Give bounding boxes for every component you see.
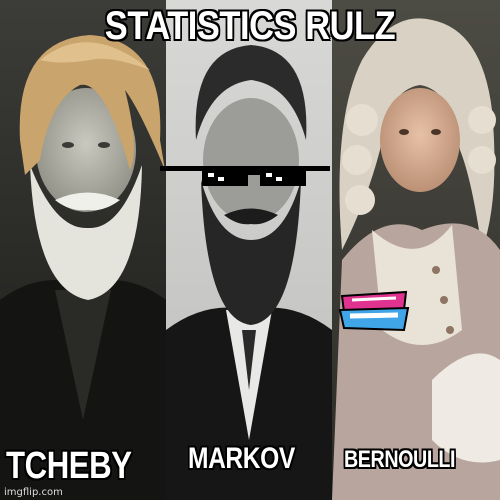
- portrait-panel-tcheby: [0, 0, 166, 500]
- friday-night-funkin-logo: [338, 290, 410, 332]
- caption-bernoulli: BERNOULLI: [344, 446, 456, 473]
- portrait-panel-bernoulli: [332, 0, 500, 500]
- bernoulli-portrait: [332, 0, 500, 500]
- portrait-panel-markov: [166, 0, 332, 500]
- caption-markov: MARKOV: [188, 442, 295, 475]
- top-caption: STATISTICS RULZ: [104, 4, 396, 48]
- tcheby-portrait: [0, 0, 166, 500]
- caption-tcheby: TCHEBY: [6, 445, 132, 487]
- pixel-sunglasses-icon: [160, 166, 330, 186]
- imgflip-watermark: imgflip.com: [4, 487, 63, 498]
- markov-portrait: [166, 0, 332, 500]
